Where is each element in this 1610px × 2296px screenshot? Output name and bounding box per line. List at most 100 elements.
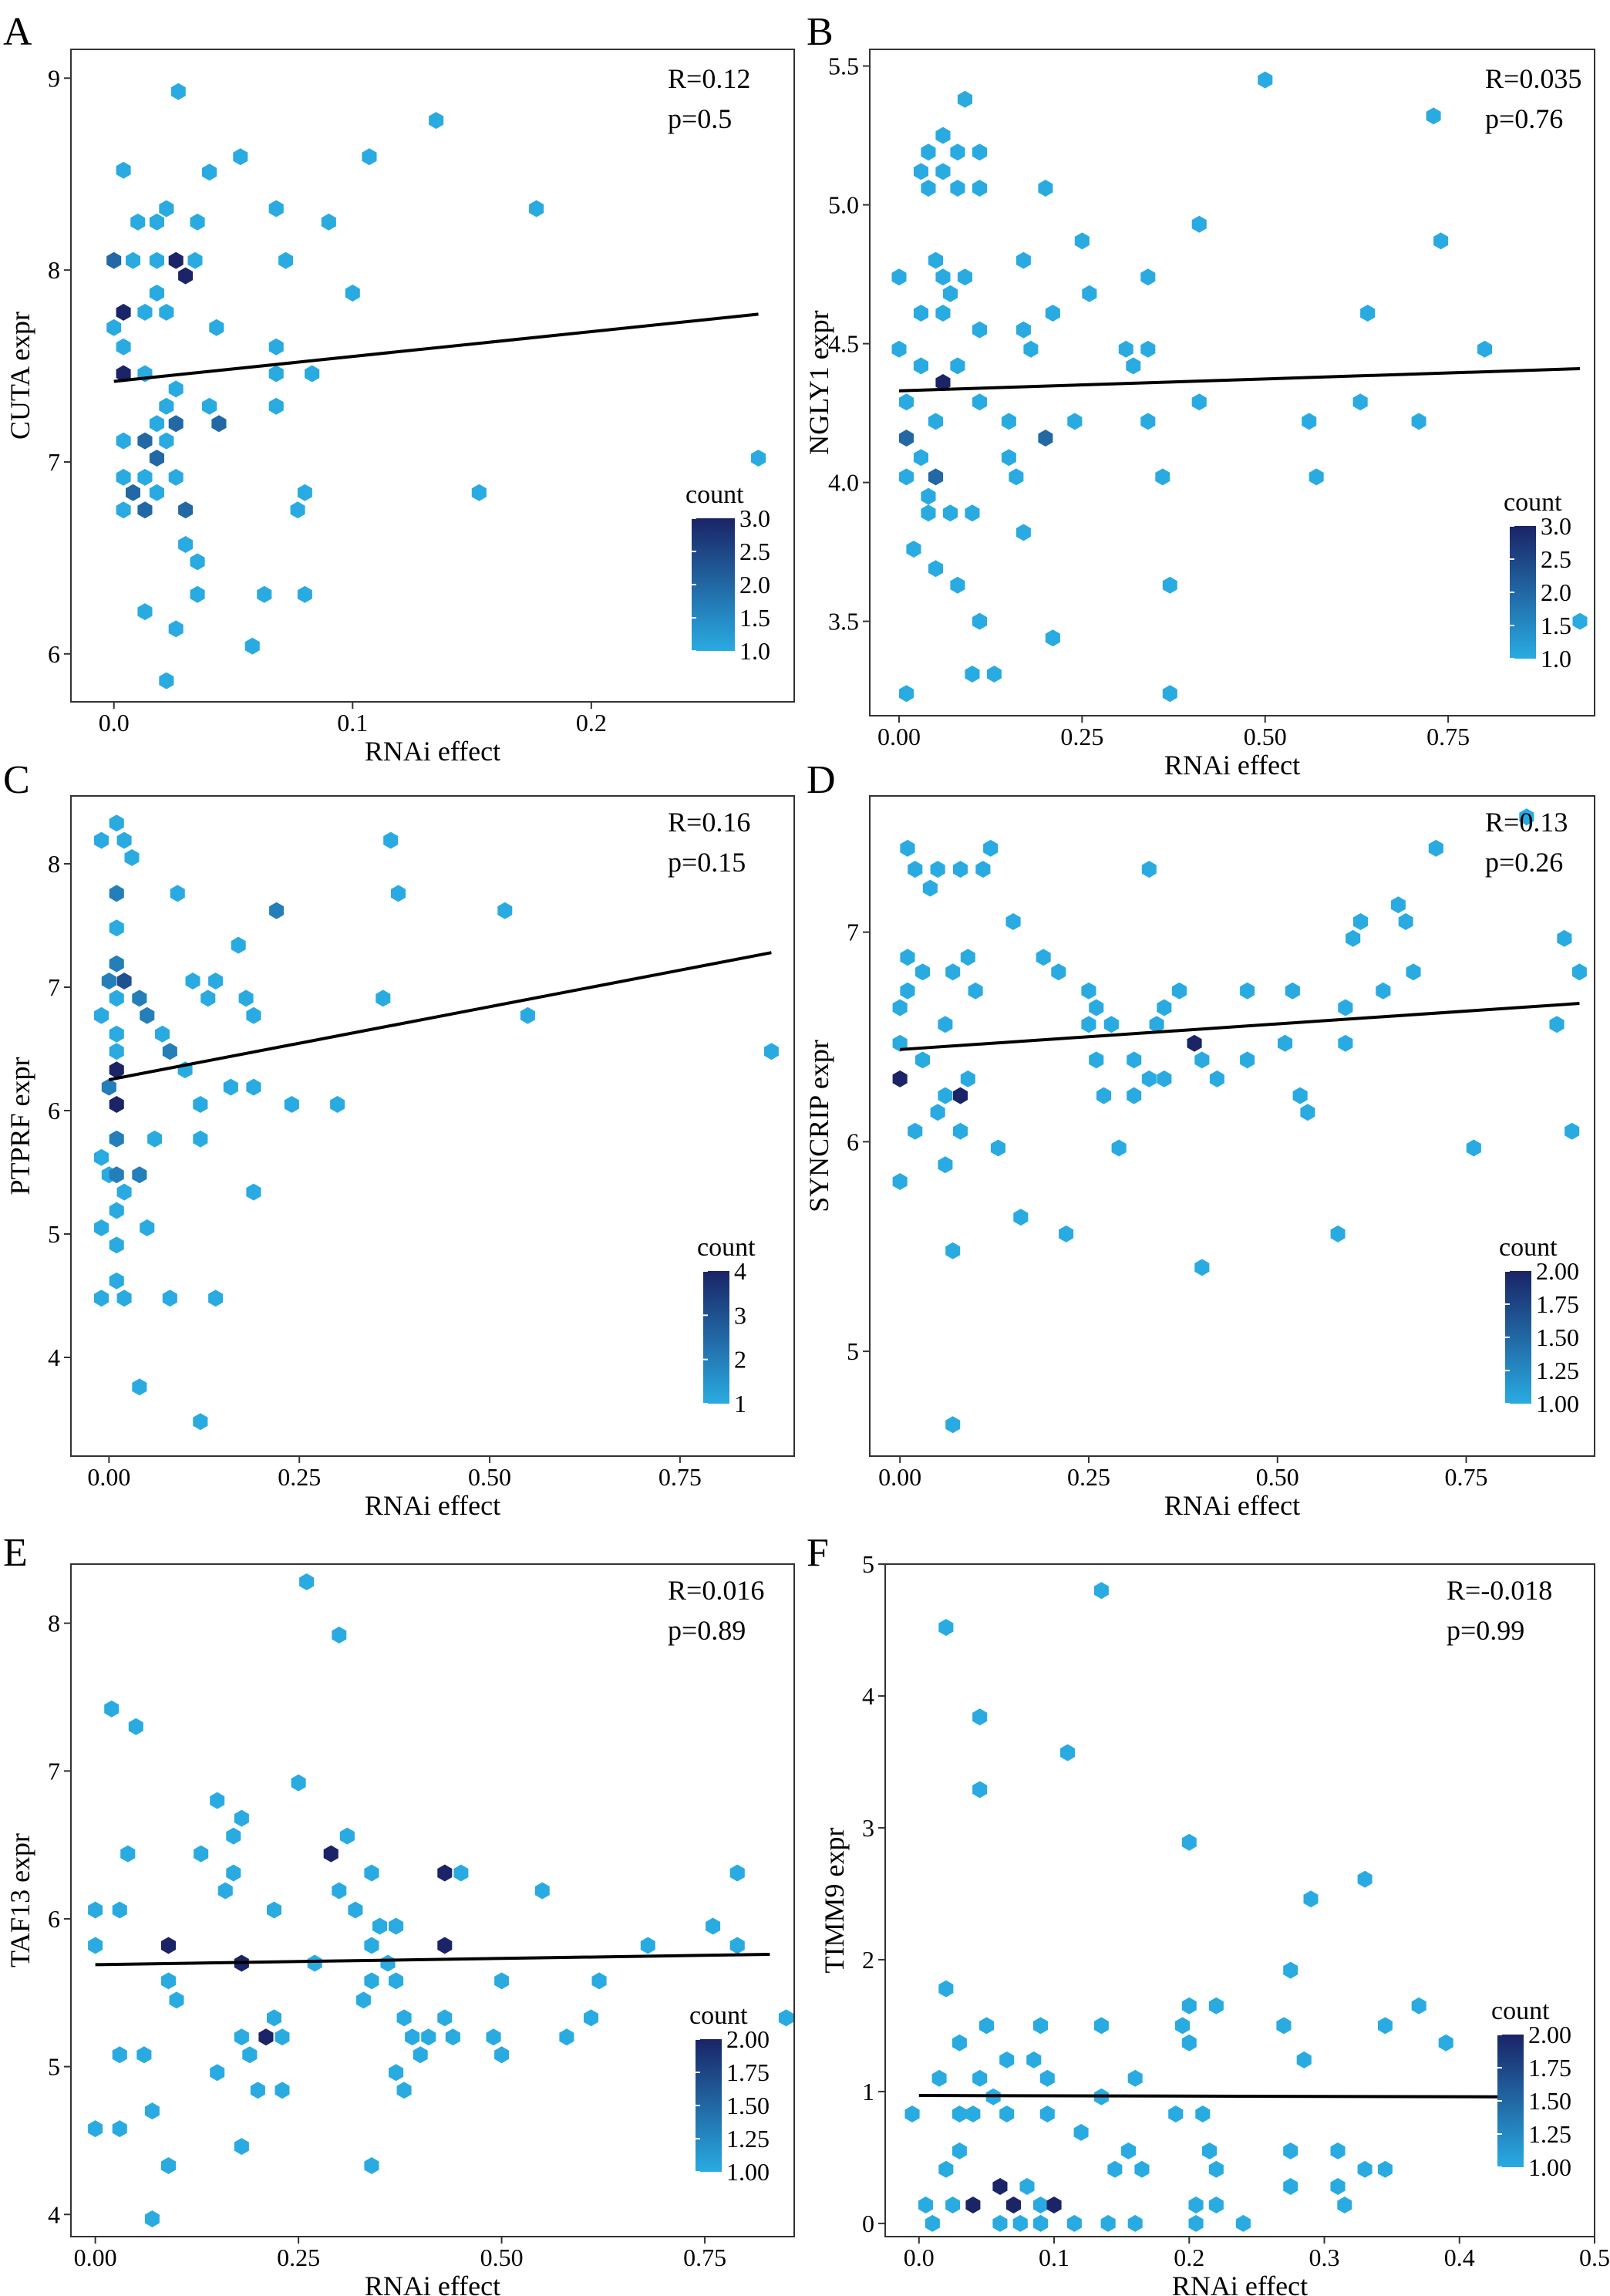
hexbin-point [938, 1619, 954, 1637]
hexbin-point [1296, 2051, 1312, 2068]
x-tick-label: 0.5 [1579, 2244, 1610, 2271]
hexbin-point [1039, 2069, 1055, 2087]
hexbin-point [445, 2028, 460, 2046]
plot-frame [869, 49, 1595, 716]
hexbin-point [155, 1025, 170, 1043]
hexbin-point [116, 1290, 132, 1307]
x-axis-label: RNAi effect [365, 736, 500, 767]
hexbin-point [291, 1774, 306, 1792]
hexbin-point [1127, 2069, 1143, 2087]
hexbin-point [453, 1864, 469, 1882]
hexbin-point [898, 393, 914, 411]
legend-tick-label: 1.00 [726, 2158, 770, 2186]
hexbin-point [1082, 285, 1097, 302]
hexbin-point [921, 487, 936, 505]
hexbin-point [116, 1183, 132, 1201]
hexbin-point [246, 1006, 261, 1024]
hexbin-point [1141, 861, 1157, 878]
hexbin-point [1376, 982, 1391, 1000]
hexbin-point [1377, 2160, 1393, 2178]
hexbin-point [1023, 340, 1039, 358]
hexbin-point [930, 1104, 945, 1121]
hexbin-point [1337, 2197, 1352, 2213]
hexbin-point [1033, 2214, 1049, 2232]
hexbin-point [168, 251, 184, 269]
hexbin-point [1194, 1051, 1210, 1069]
hexbin-point [106, 251, 122, 269]
hexbin-point [892, 1034, 908, 1052]
hexbin-point [1074, 232, 1090, 250]
hexbin-point [1016, 321, 1031, 339]
hexbin-point [942, 504, 958, 522]
y-tick-label: 9 [48, 64, 60, 92]
hexbin-point [1426, 107, 1441, 125]
x-tick-label: 0.75 [1445, 1463, 1488, 1491]
legend-tick-label: 2.00 [726, 2025, 770, 2053]
hexbin-point [109, 1272, 124, 1290]
hexbin-point [149, 251, 164, 269]
hexbin-point [957, 268, 972, 286]
hexbin-point [1093, 1582, 1109, 1600]
x-tick-label: 0.50 [480, 2244, 524, 2271]
hexbin-point [429, 112, 444, 130]
hexbin-point [778, 2009, 793, 2027]
hexbin-point [109, 1043, 124, 1060]
hexbin-point [112, 1901, 127, 1919]
hexbin-point [140, 1006, 155, 1024]
hexbin-point [950, 180, 965, 197]
hexbin-point [1001, 413, 1016, 430]
hexbin-point [1026, 2051, 1042, 2068]
hexbin-point [1300, 1104, 1315, 1121]
hexbin-point [421, 2028, 436, 2046]
hexbin-point [1428, 839, 1443, 857]
hexbin-point [1195, 2106, 1211, 2122]
hexbin-point [1398, 913, 1413, 930]
hexbin-point [729, 1937, 745, 1954]
legend-colorbar [703, 1271, 729, 1404]
hexbin-point [170, 885, 185, 902]
hexbin-point [891, 340, 907, 358]
hexbin-point [130, 213, 146, 231]
hexbin-point [945, 1416, 961, 1434]
y-tick-label: 7 [48, 973, 60, 1001]
y-tick-label: 4.0 [828, 469, 859, 497]
hexbin-point [898, 685, 914, 703]
hexbin-point [892, 999, 908, 1017]
hexbin-point [149, 450, 164, 467]
hexbin-point [729, 1864, 745, 1882]
y-tick-label: 6 [48, 640, 60, 668]
hexbin-point [1162, 685, 1177, 703]
hexbin-point [297, 484, 312, 501]
hexbin-point [1188, 2214, 1204, 2232]
hexbin-point [915, 963, 931, 981]
hexbin-point [233, 148, 248, 166]
correlation-r-label: R=0.035 [1485, 63, 1581, 94]
hexbin-point [928, 468, 943, 486]
hexbin-point [258, 2028, 274, 2046]
hexbin-point [268, 200, 284, 217]
hexbin-point [202, 397, 217, 415]
hexbin-point [960, 1070, 975, 1087]
hexbin-point [1059, 1225, 1074, 1242]
legend-tick-label: 1.50 [726, 2092, 770, 2119]
hexbin-point [178, 536, 194, 553]
legend-tick-label: 1.25 [1536, 1357, 1579, 1384]
hexbin-point [246, 1183, 261, 1201]
hexbin-point [1073, 2123, 1089, 2141]
hexbin-point [1285, 982, 1300, 1000]
correlation-r-label: R=0.016 [668, 1575, 764, 1606]
hexbin-point [1390, 896, 1406, 914]
hexbin-point [112, 2120, 127, 2138]
hexbin-point [144, 2102, 160, 2120]
hexbin-point [268, 397, 284, 415]
hexbin-point [372, 1917, 387, 1935]
y-axis-label: TIMM9 expr [819, 1828, 850, 1974]
hexbin-point [104, 1700, 120, 1718]
hexbin-point [1162, 576, 1177, 594]
hexbin-point [1096, 1087, 1112, 1104]
legend-tick-label: 2.0 [1541, 578, 1571, 606]
y-tick-label: 5.0 [828, 191, 859, 219]
y-tick-label: 4 [48, 2200, 60, 2228]
x-tick-label: 0.00 [74, 2244, 117, 2271]
hexbin-point [1107, 2160, 1123, 2178]
